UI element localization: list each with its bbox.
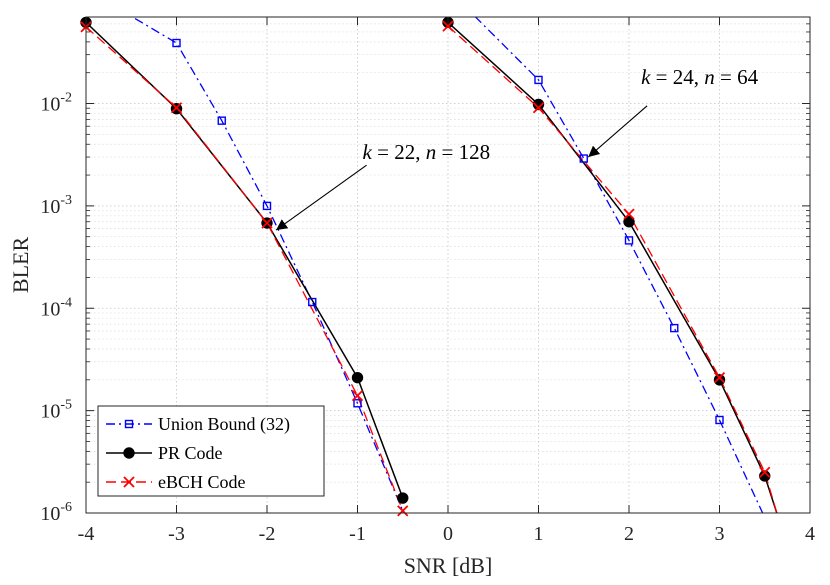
point-union-bound-32 <box>579 154 588 163</box>
marker-layer <box>80 16 771 517</box>
legend-label-union-bound-32: Union Bound (32) <box>158 414 290 435</box>
annotation-part: n <box>426 140 437 164</box>
point-pr-code <box>397 492 409 504</box>
annotation-part: 64 <box>737 65 759 89</box>
point-pr-code <box>713 374 726 386</box>
y-tick-base: 10 <box>40 503 60 525</box>
point-ebch-code <box>532 102 545 114</box>
annotation-part: = <box>650 65 672 89</box>
point-union-bound-32 <box>670 323 679 333</box>
point-ebch-code <box>442 20 454 32</box>
point-union-bound-32 <box>172 38 181 48</box>
annotation-label: k = 24, n = 64 <box>641 65 759 89</box>
annotation-label: k = 22, n = 128 <box>363 140 491 164</box>
legend: Union Bound (32) PR Code eBCH Code <box>97 405 325 497</box>
y-tick-exponent: -6 <box>60 500 72 515</box>
tick-layer <box>85 16 811 514</box>
annotation-part: k <box>363 140 373 164</box>
annotation-part: 24 <box>673 65 695 89</box>
y-tick-base: 10 <box>40 196 60 218</box>
y-tick-exponent: -3 <box>60 193 72 208</box>
y-tick-base: 10 <box>40 298 60 320</box>
y-tick-label: 10-5 <box>40 398 72 423</box>
y-tick-exponent: -4 <box>60 295 72 310</box>
y-tick-label: 10-2 <box>40 91 72 116</box>
annotation-part: 22 <box>394 140 415 164</box>
point-ebch-code <box>623 208 635 220</box>
y-tick-labels: 10-210-310-410-510-6 <box>40 91 72 525</box>
point-pr-code <box>623 216 635 228</box>
y-tick-label: 10-3 <box>40 193 72 218</box>
x-tick-label: -1 <box>349 523 366 545</box>
point-pr-code <box>351 371 364 384</box>
point-ebch-code <box>713 372 726 384</box>
legend-box <box>97 405 325 497</box>
point-union-bound-32 <box>308 297 317 307</box>
y-tick-base: 10 <box>40 401 60 423</box>
point-union-bound-32 <box>217 116 226 125</box>
point-pr-code <box>532 98 545 111</box>
x-tick-label: -4 <box>78 523 95 545</box>
point-union-bound-32 <box>353 399 362 408</box>
point-ebch-code <box>170 102 183 114</box>
point-ebch-code <box>397 505 409 517</box>
annotation-part: k <box>641 65 651 89</box>
point-union-bound-32 <box>534 75 543 85</box>
point-pr-code <box>759 470 771 482</box>
legend-marker-pr-code <box>123 447 135 459</box>
x-tick-label: 1 <box>534 523 544 545</box>
x-tick-label: 4 <box>805 523 815 545</box>
point-ebch-code <box>351 390 364 402</box>
x-tick-label: 0 <box>443 523 453 545</box>
x-tick-label: 3 <box>715 523 725 545</box>
point-union-bound-32 <box>715 415 724 425</box>
x-tick-label: -3 <box>168 523 185 545</box>
legend-label-pr-code: PR Code <box>158 443 223 463</box>
point-ebch-code <box>261 217 273 229</box>
point-union-bound-32 <box>262 201 272 211</box>
y-tick-exponent: -2 <box>60 91 72 106</box>
annotation-part: = <box>436 140 458 164</box>
point-union-bound-32 <box>624 236 634 245</box>
annotation-part: , <box>415 140 426 164</box>
legend-marker-union-bound-32 <box>124 419 134 429</box>
y-tick-label: 10-6 <box>40 500 72 525</box>
y-tick-base: 10 <box>40 94 60 116</box>
legend-label-ebch-code: eBCH Code <box>158 472 246 492</box>
annotation-part: , <box>694 65 705 89</box>
series-line-ebch-code <box>86 26 404 512</box>
x-tick-label: -2 <box>259 523 276 545</box>
series-line-pr-code <box>447 21 778 513</box>
x-tick-labels: -4 -3 -2 -1 0 1 2 3 4 <box>78 523 815 545</box>
legend-marker-ebch-code <box>123 476 135 488</box>
y-axis-label: BLER <box>8 237 33 294</box>
x-tick-label: 2 <box>624 523 634 545</box>
series-line-union-bound-32 <box>131 17 404 512</box>
annotation-part: n <box>704 65 715 89</box>
point-ebch-code <box>759 466 771 478</box>
annotation-arrow <box>275 164 367 231</box>
y-tick-label: 10-4 <box>40 295 72 320</box>
y-tick-exponent: -5 <box>60 398 72 413</box>
annotation-part: = <box>715 65 737 89</box>
x-axis-label: SNR [dB] <box>404 553 493 578</box>
annotation-arrow <box>587 105 648 158</box>
annotation-part: = <box>372 140 394 164</box>
annotation-part: 128 <box>459 140 491 164</box>
series-line-union-bound-32 <box>474 17 764 513</box>
